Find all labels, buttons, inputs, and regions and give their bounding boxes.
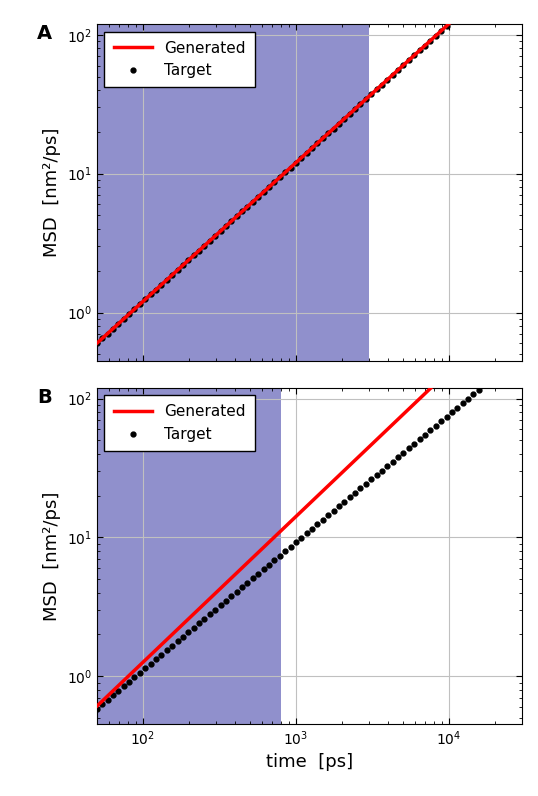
Text: B: B xyxy=(37,388,52,407)
Legend: Generated, Target: Generated, Target xyxy=(104,32,254,88)
Text: A: A xyxy=(37,24,53,43)
Y-axis label: MSD  [nm²/ps]: MSD [nm²/ps] xyxy=(43,491,61,621)
X-axis label: time  [ps]: time [ps] xyxy=(266,753,353,771)
Bar xyxy=(97,24,369,361)
Legend: Generated, Target: Generated, Target xyxy=(104,396,254,451)
Bar xyxy=(97,388,281,724)
Y-axis label: MSD  [nm²/ps]: MSD [nm²/ps] xyxy=(43,127,61,257)
